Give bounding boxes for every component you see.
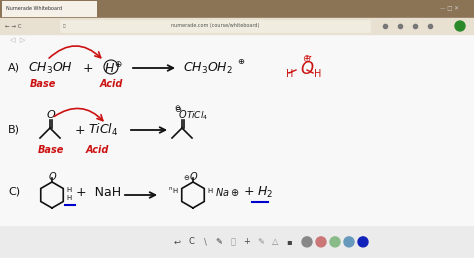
Text: $H^{\oplus}$: $H^{\oplus}$ [104, 61, 123, 76]
Text: ↩: ↩ [173, 237, 181, 246]
Circle shape [358, 237, 368, 247]
Text: +: + [75, 124, 86, 136]
Text: B): B) [8, 125, 20, 135]
Text: $\ominus$: $\ominus$ [174, 106, 182, 115]
Text: $\ominus$: $\ominus$ [183, 173, 190, 181]
Text: Base: Base [38, 145, 64, 155]
Text: H: H [286, 69, 293, 79]
Text: $O$: $O$ [189, 170, 198, 182]
Text: \: \ [203, 237, 207, 246]
Text: $\ominus$: $\ominus$ [174, 103, 181, 112]
Text: $TiCl_4$: $TiCl_4$ [186, 110, 209, 122]
Text: ✎: ✎ [257, 237, 264, 246]
Text: Acid: Acid [86, 145, 109, 155]
Text: $Na\oplus$: $Na\oplus$ [215, 186, 239, 198]
Text: $CH_3OH$: $CH_3OH$ [28, 60, 73, 76]
Circle shape [330, 237, 340, 247]
Text: △: △ [272, 237, 278, 246]
Bar [2, 1, 97, 17]
Text: H: H [207, 188, 212, 194]
Text: 🔒: 🔒 [63, 24, 65, 28]
Text: ◁  ▷: ◁ ▷ [10, 37, 25, 43]
Text: Base: Base [30, 79, 56, 89]
Text: H: H [314, 69, 321, 79]
Text: Acid: Acid [100, 79, 123, 89]
Circle shape [455, 21, 465, 31]
Text: C): C) [8, 187, 20, 197]
Text: H: H [66, 187, 71, 193]
Text: A): A) [8, 63, 20, 73]
Bar [0, 226, 474, 258]
Text: numerade.com (course/whiteboard): numerade.com (course/whiteboard) [171, 23, 259, 28]
Text: $O$: $O$ [178, 108, 187, 120]
Bar [0, 18, 474, 34]
Text: $+\ H_2$: $+\ H_2$ [243, 184, 273, 199]
Bar [60, 20, 370, 32]
Text: H: H [172, 188, 177, 194]
Text: $O$: $O$ [46, 108, 56, 120]
Text: ✎: ✎ [216, 237, 222, 246]
Text: n: n [169, 187, 173, 191]
Bar [0, 0, 474, 18]
Text: Numerade Whiteboard: Numerade Whiteboard [6, 6, 62, 12]
Text: $\oplus$: $\oplus$ [237, 58, 245, 67]
Text: $CH_3OH_2$: $CH_3OH_2$ [183, 60, 233, 76]
Text: $\ddot{O}$: $\ddot{O}$ [300, 57, 314, 79]
Circle shape [344, 237, 354, 247]
Text: H: H [66, 195, 71, 201]
Text: +  NaH: + NaH [76, 186, 121, 198]
Text: $TiCl_4$: $TiCl_4$ [88, 122, 118, 138]
Circle shape [316, 237, 326, 247]
Bar [0, 34, 474, 226]
Circle shape [302, 237, 312, 247]
Text: $O$: $O$ [48, 170, 57, 182]
Text: +: + [244, 237, 250, 246]
Text: C: C [188, 237, 194, 246]
Text: ▪: ▪ [286, 237, 292, 246]
Text: +: + [83, 61, 94, 75]
Text: — □ ✕: — □ ✕ [440, 6, 459, 12]
Text: $\oplus$: $\oplus$ [302, 52, 311, 63]
Text: ⬜: ⬜ [230, 237, 236, 246]
Text: ← → C: ← → C [5, 23, 21, 28]
